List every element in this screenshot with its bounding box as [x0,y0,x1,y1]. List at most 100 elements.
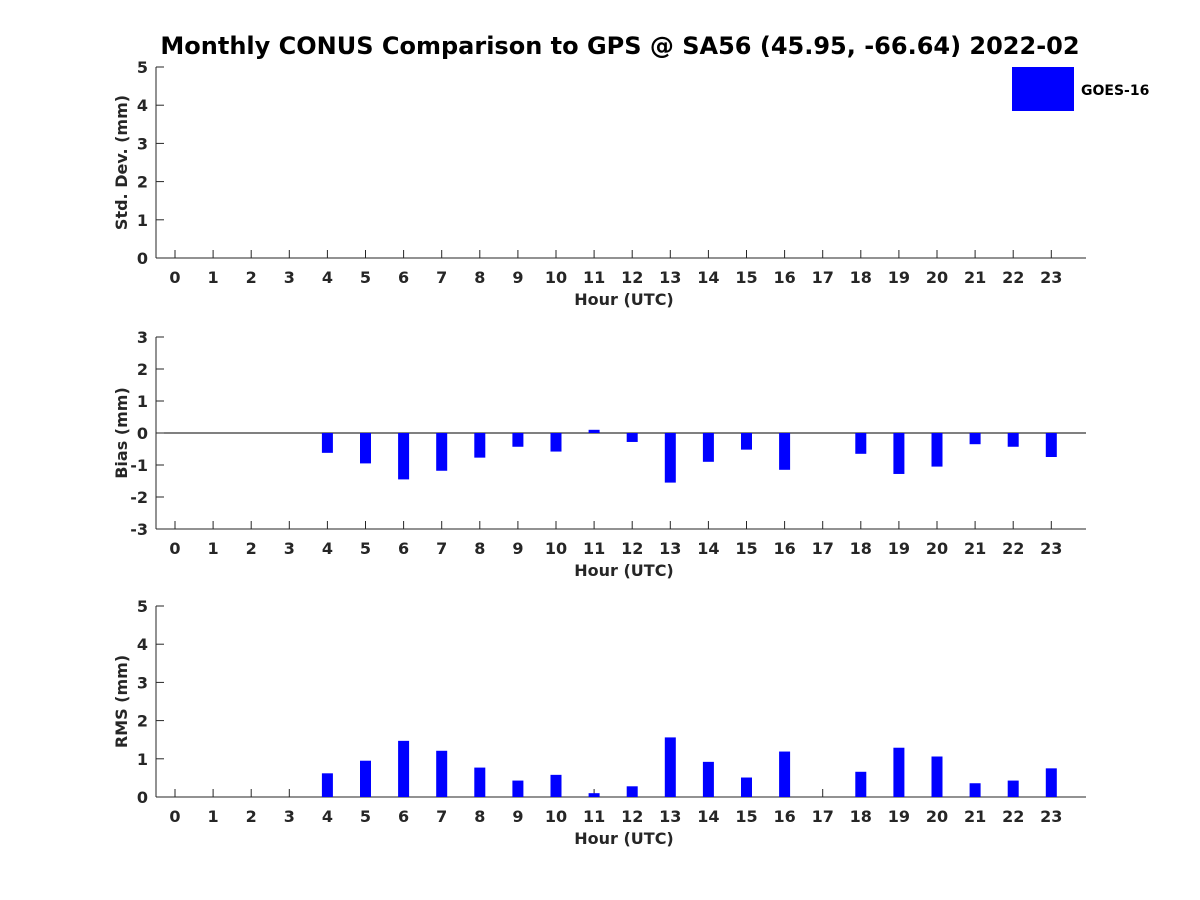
std-dev-y-tick-label: 5 [137,58,148,77]
bias-x-tick-label: 15 [735,539,757,558]
bias-bar-hour-10 [550,433,562,452]
legend-label: GOES-16 [1081,83,1149,99]
rms-bar-hour-9 [512,780,524,797]
rms-x-tick-label: 9 [512,807,523,826]
std-dev-y-tick-label: 4 [137,96,148,115]
chart-title: Monthly CONUS Comparison to GPS @ SA56 (… [160,32,1079,60]
bias-x-tick-label: 13 [659,539,681,558]
bias-bar-hour-16 [779,433,791,470]
rms-x-tick-label: 22 [1002,807,1024,826]
bias-bar-hour-18 [855,433,867,454]
std-dev-x-tick-label: 17 [812,268,834,287]
bias-x-tick-label: 10 [545,539,567,558]
rms-y-tick-label: 0 [137,788,148,807]
bias-y-tick-label: 1 [137,392,148,411]
bias-x-tick-label: 3 [284,539,295,558]
rms-x-tick-label: 10 [545,807,567,826]
rms-bar-hour-14 [702,761,714,797]
bias-bar-hour-11 [588,429,600,433]
std-dev-x-tick-label: 11 [583,268,605,287]
std-dev-x-tick-label: 12 [621,268,643,287]
bias-bar-hour-23 [1045,433,1057,457]
rms-x-tick-label: 2 [246,807,257,826]
std-dev-y-tick-label: 2 [137,173,148,192]
bias-bar-hour-4 [321,433,333,453]
rms-x-tick-label: 14 [697,807,719,826]
std-dev-y-tick-label: 0 [137,249,148,268]
std-dev-x-tick-label: 16 [773,268,795,287]
bias-bar-hour-7 [436,433,448,471]
bias-x-tick-label: 22 [1002,539,1024,558]
bias-bar-hour-9 [512,433,524,447]
rms-x-tick-label: 8 [474,807,485,826]
rms-x-tick-label: 15 [735,807,757,826]
std-dev-x-tick-label: 6 [398,268,409,287]
rms-bar-hour-11 [588,793,600,797]
rms-bar-hour-7 [436,750,448,797]
std-dev-x-tick-label: 20 [926,268,948,287]
rms-x-tick-label: 21 [964,807,986,826]
std-dev-y-axis-label: Std. Dev. (mm) [112,95,131,230]
rms-bar-hour-12 [626,786,638,797]
bias-x-tick-label: 16 [773,539,795,558]
bias-bar-hour-19 [893,433,905,474]
std-dev-x-tick-label: 5 [360,268,371,287]
bias-bar-hour-8 [474,433,486,458]
rms-bar-hour-19 [893,747,905,797]
bias-x-tick-label: 2 [246,539,257,558]
std-dev-x-axis-label: Hour (UTC) [574,290,674,309]
std-dev-x-tick-label: 0 [169,268,180,287]
bias-x-tick-label: 7 [436,539,447,558]
rms-y-tick-label: 5 [137,597,148,616]
rms-bar-hour-18 [855,771,867,797]
rms-x-tick-label: 20 [926,807,948,826]
rms-x-tick-label: 18 [850,807,872,826]
bias-y-tick-label: 2 [137,360,148,379]
bias-x-tick-label: 17 [812,539,834,558]
legend: GOES-16 [1012,67,1149,111]
bias-x-tick-label: 23 [1040,539,1062,558]
std-dev-x-tick-label: 8 [474,268,485,287]
rms-x-tick-label: 3 [284,807,295,826]
bias-y-tick-label: 0 [137,424,148,443]
rms-bar-hour-16 [779,751,791,797]
bias-y-tick-label: 3 [137,328,148,347]
std-dev-x-tick-label: 7 [436,268,447,287]
bias-y-tick-label: -1 [130,456,148,475]
std-dev-x-tick-label: 18 [850,268,872,287]
rms-x-tick-label: 5 [360,807,371,826]
std-dev-x-tick-label: 22 [1002,268,1024,287]
std-dev-x-tick-label: 15 [735,268,757,287]
bias-x-tick-label: 4 [322,539,333,558]
std-dev-x-tick-label: 13 [659,268,681,287]
rms-bar-hour-22 [1007,780,1019,797]
rms-x-tick-label: 13 [659,807,681,826]
legend-swatch [1012,67,1074,111]
bias-bar-hour-14 [702,433,714,462]
rms-x-tick-label: 11 [583,807,605,826]
rms-y-tick-label: 3 [137,673,148,692]
bias-y-tick-label: -3 [130,520,148,539]
std-dev-x-tick-label: 10 [545,268,567,287]
rms-bar-hour-4 [321,773,333,797]
rms-bar-hour-15 [741,777,752,797]
bias-bar-hour-5 [360,433,371,464]
rms-bar-hour-21 [969,783,981,797]
rms-x-tick-label: 0 [169,807,180,826]
rms-y-tick-label: 4 [137,635,148,654]
bias-x-tick-label: 0 [169,539,180,558]
bias-x-tick-label: 1 [208,539,219,558]
rms-x-axis-label: Hour (UTC) [574,829,674,848]
bias-x-axis-label: Hour (UTC) [574,561,674,580]
bias-bar-hour-15 [741,433,752,450]
bias-x-tick-label: 20 [926,539,948,558]
rms-bar-hour-8 [474,767,486,797]
rms-x-tick-label: 6 [398,807,409,826]
bias-bar-hour-6 [398,433,410,480]
bias-bar-hour-12 [626,433,638,442]
bias-x-tick-label: 21 [964,539,986,558]
bias-x-tick-label: 5 [360,539,371,558]
rms-bar-hour-10 [550,774,562,797]
